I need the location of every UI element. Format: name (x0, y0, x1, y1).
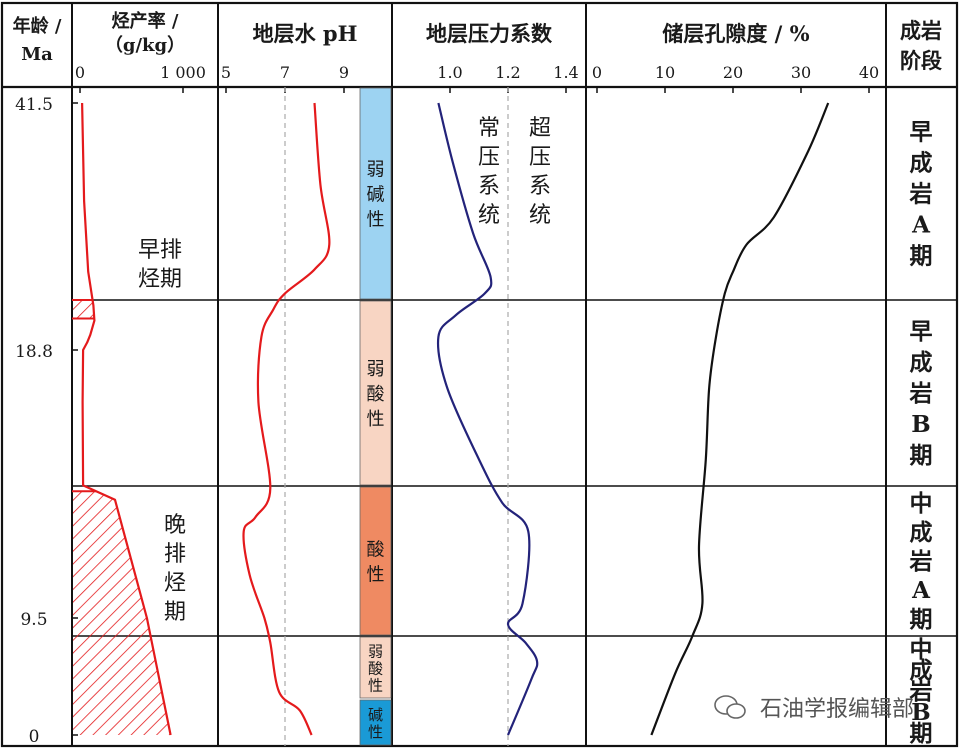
stage-label: 期 (910, 243, 933, 270)
ph-zone-label: 弱 (368, 643, 383, 661)
normal-pressure-label: 系 (478, 174, 500, 199)
pressure-line (436, 102, 539, 736)
tick-label: 1.4 (553, 63, 578, 82)
tick-label: 1.0 (437, 63, 462, 82)
stage-label: 岩 (909, 380, 933, 407)
stage-label: 期 (910, 606, 933, 633)
stage-label: 成 (910, 519, 933, 546)
ph-zone-label: 弱 (367, 359, 385, 380)
stage-label: 早 (910, 119, 933, 146)
stage-label: B (911, 411, 930, 438)
chart-data (72, 102, 830, 736)
normal-pressure-label: 压 (478, 145, 500, 170)
stage-label: B (911, 699, 930, 726)
stage-label: 早 (910, 318, 933, 345)
pressure-header: 地层压力系数 (426, 21, 553, 46)
tick-label: 0 (592, 63, 602, 82)
expulsion-hatch (73, 491, 171, 735)
stage-label: 岩 (909, 678, 933, 705)
ph-zone-label: 碱 (368, 706, 383, 724)
age-tick-label: 18.8 (15, 342, 53, 362)
stage-label: 成 (910, 657, 933, 684)
ph-zone-bar (359, 636, 392, 699)
stage-label: 中 (910, 636, 933, 663)
stage-label: 成 (910, 349, 933, 376)
ph-zone-bar (359, 486, 392, 636)
ph-zone-label: 酸 (368, 660, 383, 678)
stage-header: 阶段 (900, 48, 942, 73)
stage-label: 期 (910, 442, 933, 469)
age-tick-label: 0 (29, 727, 40, 747)
headers: 年龄 / Ma 烃产率 / （g/kg） 地层水 pH 地层压力系数 储层孔隙度 / % 成岩… (13, 10, 942, 73)
over-pressure-label: 超 (529, 116, 551, 141)
ph-zone-bar (359, 87, 392, 300)
ph-zone-label: 性 (367, 210, 385, 231)
hc-rate-header: 烃产率 / (112, 10, 179, 32)
normal-pressure-label: 常 (478, 116, 500, 141)
stage-header: 成岩 (900, 18, 942, 43)
over-pressure-label: 统 (529, 203, 551, 228)
ph-line (242, 102, 331, 736)
ph-zone-bar (359, 699, 392, 746)
stage-label: 成 (910, 150, 933, 177)
hc-yield-line (81, 102, 172, 736)
watermark-text: 石油学报编辑部 (760, 697, 914, 722)
tick-label: 7 (280, 63, 290, 82)
hc-rate-unit: （g/kg） (105, 35, 185, 56)
tick-label: 5 (221, 63, 231, 82)
age-header: 年龄 / (13, 15, 62, 37)
over-pressure-label: 压 (529, 145, 551, 170)
stage-label: 中 (910, 490, 933, 517)
late-expulsion-label: 晚 (164, 513, 186, 538)
ph-zone-bar (359, 300, 392, 486)
stage-label: 期 (910, 720, 933, 747)
tick-label: 0 (75, 63, 85, 82)
ph-zone-label: 碱 (367, 185, 385, 206)
ph-zone-label: 性 (367, 565, 385, 586)
normal-pressure-label: 统 (478, 203, 500, 228)
tick-label: 20 (723, 63, 743, 82)
tick-label: 9 (339, 63, 349, 82)
age-tick-label: 9.5 (20, 610, 47, 630)
ph-zone-label: 性 (367, 409, 385, 430)
tick-label: 10 (655, 63, 675, 82)
age-unit: Ma (21, 44, 53, 65)
tick-label: 1.2 (495, 63, 520, 82)
tick-label: 40 (859, 63, 879, 82)
ph-header: 地层水 pH (253, 21, 358, 46)
tick-label: 1 000 (160, 63, 206, 82)
wechat-icon (714, 695, 746, 719)
stage-label: A (911, 577, 931, 604)
late-expulsion-label: 排 (164, 542, 186, 567)
age-tick-label: 41.5 (15, 95, 53, 115)
over-pressure-label: 系 (529, 174, 551, 199)
expulsion-hatch (73, 299, 95, 319)
early-expulsion-label: 烃期 (138, 267, 182, 292)
early-expulsion-label: 早排 (138, 238, 182, 263)
stage-label: 岩 (909, 181, 933, 208)
late-expulsion-label: 期 (164, 600, 186, 625)
ph-zone-label: 酸 (367, 384, 385, 405)
ph-zone-label: 酸 (367, 540, 385, 561)
ph-zone-label: 弱 (367, 160, 385, 181)
tick-label: 30 (791, 63, 811, 82)
stage-label: A (911, 212, 931, 239)
porosity-header: 储层孔隙度 / % (662, 21, 809, 46)
porosity-line (650, 102, 830, 736)
ph-zone-label: 性 (368, 723, 383, 741)
stage-label: 岩 (909, 548, 933, 575)
axis-ticks: 0 1 000 5 7 9 1.0 1.2 1.4 0 10 20 30 40 41.5 18.8 9.5 0 (15, 63, 879, 747)
late-expulsion-label: 烃 (164, 571, 186, 596)
ph-zone-label: 性 (368, 677, 383, 695)
watermark: 石油学报编辑部 (714, 695, 914, 722)
